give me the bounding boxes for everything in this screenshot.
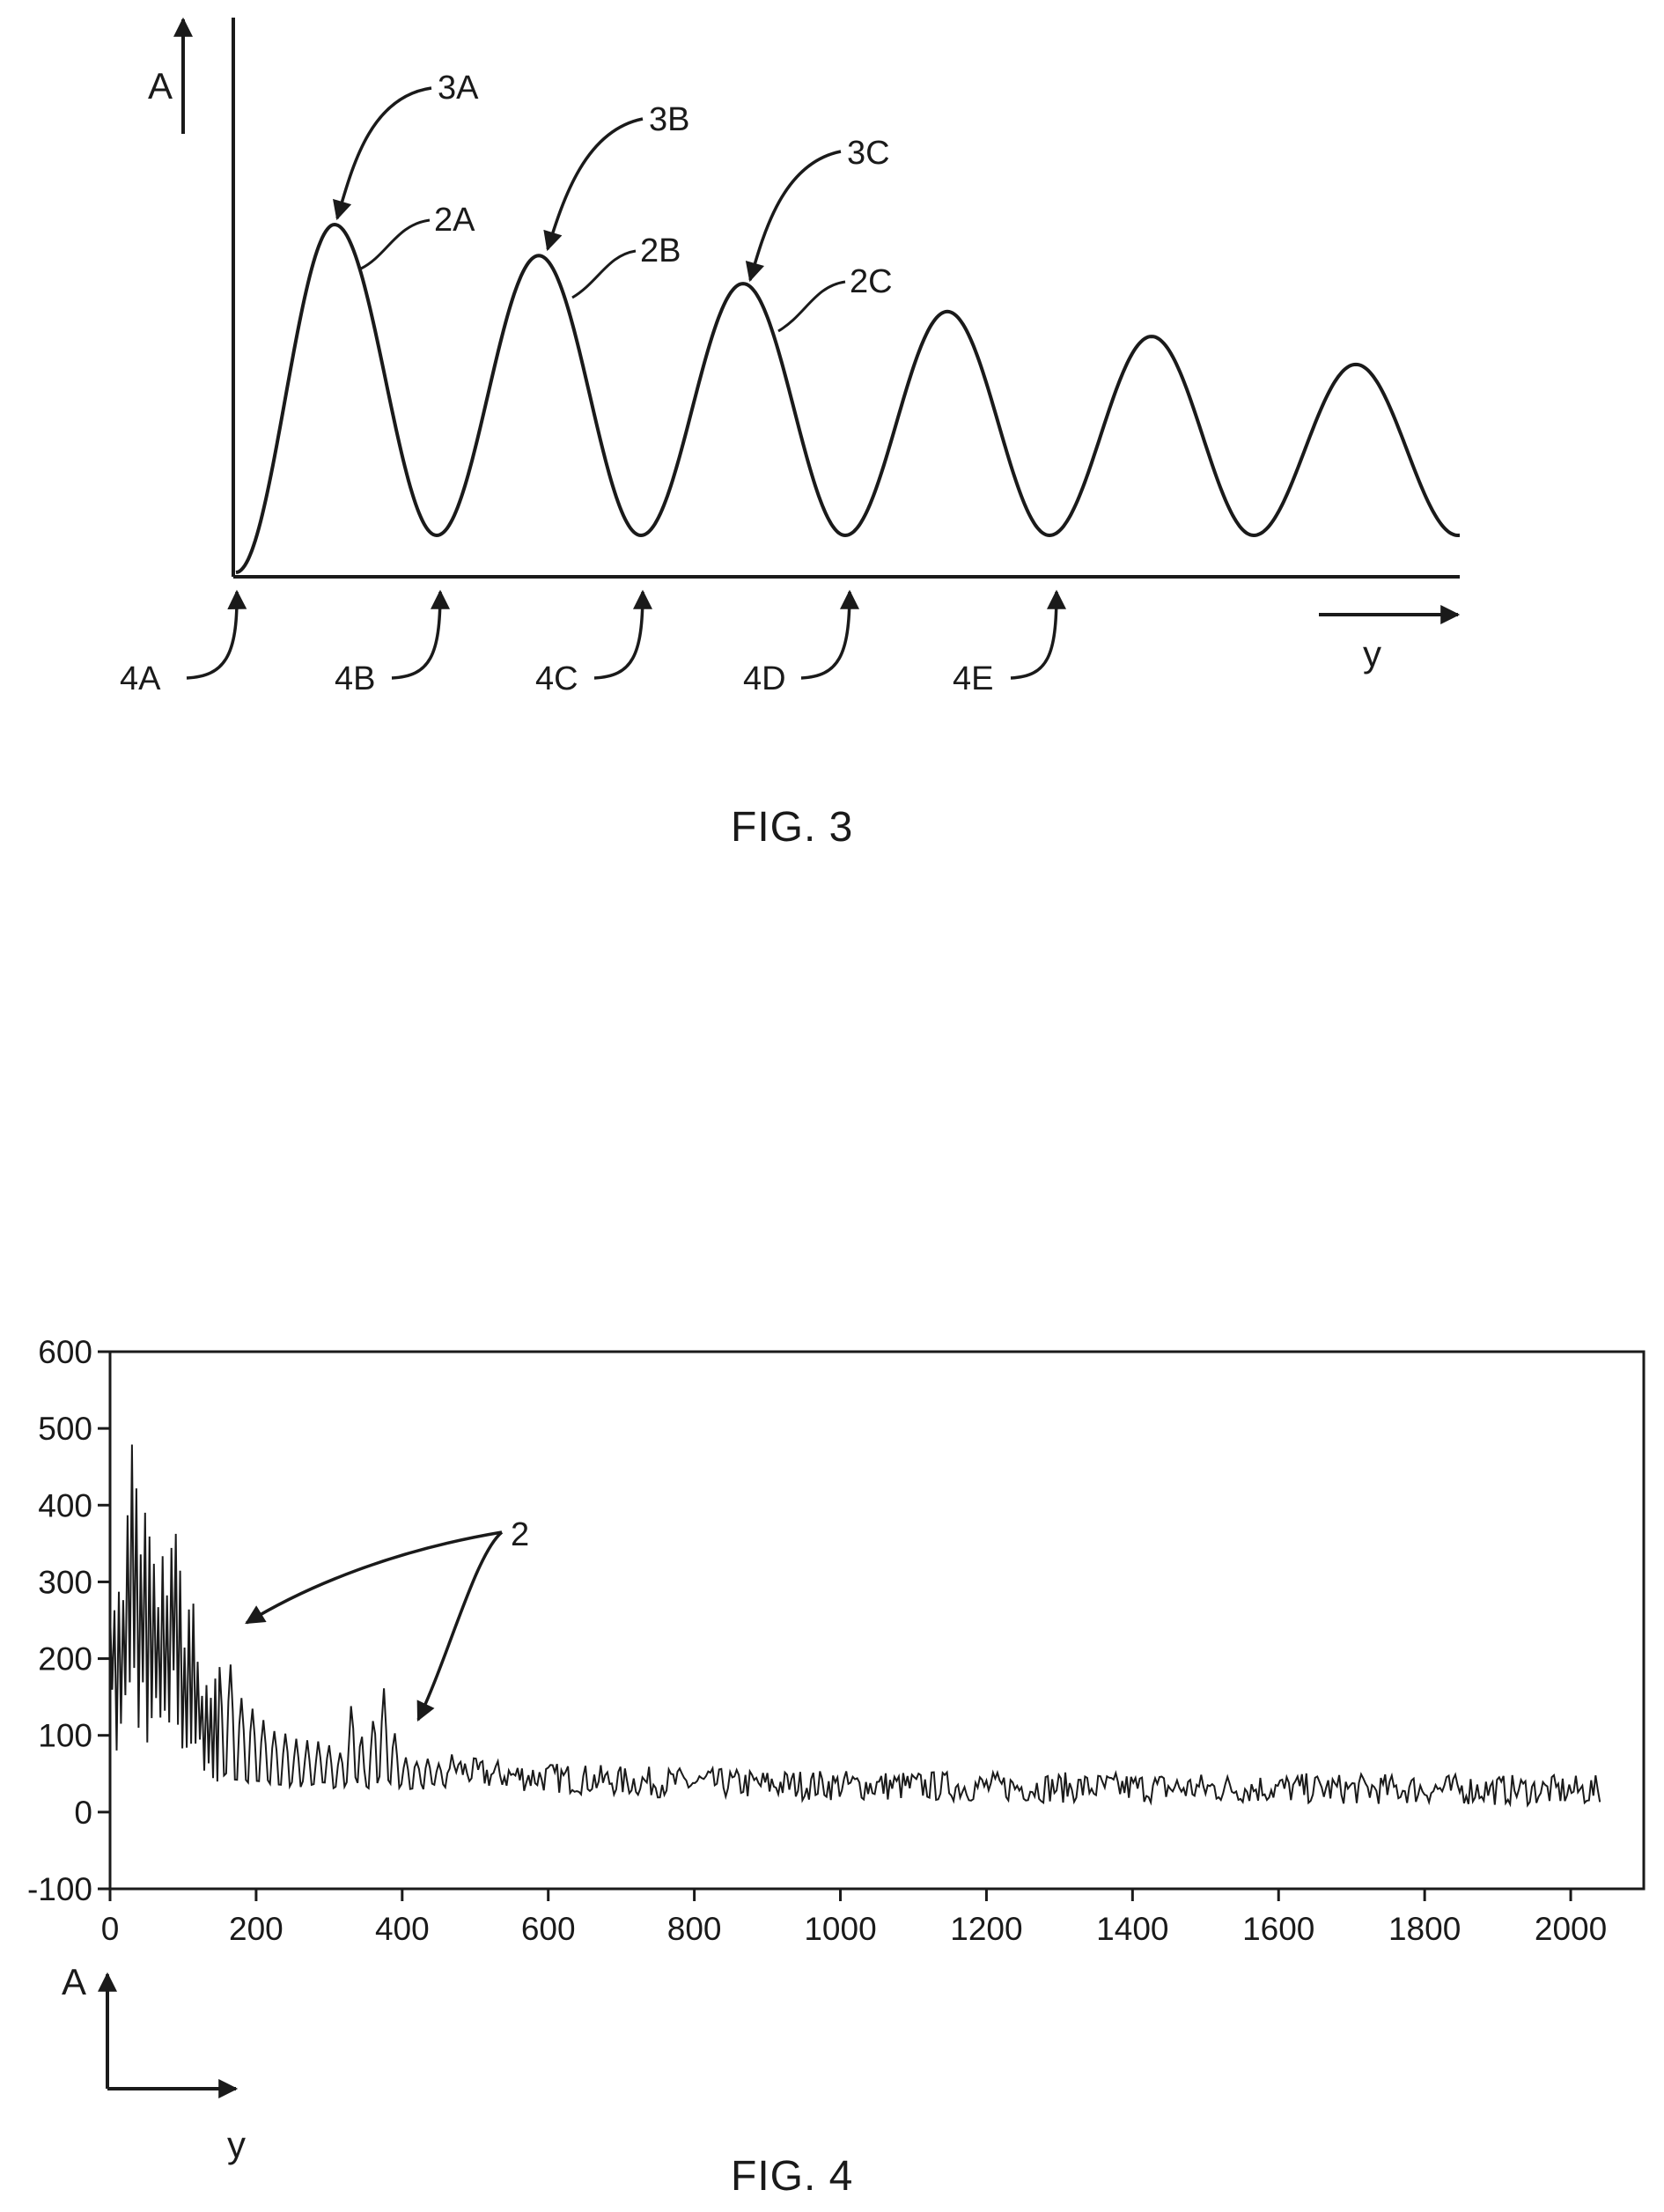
fig3-pointer-arrow-4d-icon bbox=[800, 589, 859, 680]
fig3-trough-label-4e: 4E bbox=[953, 660, 993, 697]
fig3-peak-label-2c: 2C bbox=[850, 263, 893, 300]
y-tick-label: 500 bbox=[38, 1411, 92, 1447]
x-tick-label: 1600 bbox=[1242, 1911, 1314, 1947]
fig4-plot-frame bbox=[108, 1350, 1646, 1891]
fig3-trough-label-4d: 4D bbox=[743, 660, 786, 697]
fig4-y-label: y bbox=[227, 2124, 246, 2165]
x-tick-label: 1000 bbox=[804, 1911, 876, 1947]
fig4-callout-label: 2 bbox=[511, 1516, 529, 1553]
fig4-y-ticks: -100 0 100 200 300 400 500 600 bbox=[27, 1334, 110, 1907]
fig3-leader-2a bbox=[360, 218, 431, 270]
fig3-pointer-arrow-4a-icon bbox=[186, 589, 247, 680]
fig3-peak-label-2a: 2A bbox=[434, 202, 475, 239]
y-tick-label: -100 bbox=[27, 1871, 92, 1907]
x-tick-label: 1800 bbox=[1388, 1911, 1461, 1947]
fig3-peak-label-2b: 2B bbox=[640, 232, 681, 269]
fig3-trough-label-4c: 4C bbox=[535, 660, 578, 697]
fig4-callout-arrow-right-icon bbox=[416, 1530, 504, 1722]
y-tick-label: 600 bbox=[38, 1334, 92, 1370]
fig3-oscillation-curve bbox=[235, 222, 1461, 574]
x-tick-label: 2000 bbox=[1535, 1911, 1607, 1947]
x-tick-label: 400 bbox=[375, 1911, 430, 1947]
x-tick-label: 1200 bbox=[950, 1911, 1022, 1947]
y-tick-label: 0 bbox=[74, 1795, 92, 1831]
x-tick-label: 1400 bbox=[1096, 1911, 1168, 1947]
fig3-arrow-label-3a: 3A bbox=[438, 70, 479, 107]
fig3-pointer-arrow-3c-icon bbox=[745, 150, 842, 283]
fig3-pointer-arrow-4e-icon bbox=[1010, 589, 1066, 680]
fig3-y-label: y bbox=[1363, 633, 1381, 675]
fig3-pointer-arrow-4c-icon bbox=[593, 589, 652, 680]
fig3-leader-2b bbox=[571, 249, 637, 299]
fig3-amplitude-label: A bbox=[148, 65, 173, 107]
fig3-arrow-label-3c: 3C bbox=[847, 135, 890, 172]
fig4-x-ticks: 0 200 400 600 800 1000 1200 1400 1600 1800 2000 bbox=[101, 1889, 1607, 1947]
fig4-callout-arrow-left-icon bbox=[245, 1530, 503, 1625]
fig3-trough-label-4b: 4B bbox=[335, 660, 375, 697]
x-tick-label: 0 bbox=[101, 1911, 120, 1947]
fig4-caption: FIG. 4 bbox=[731, 2153, 853, 2200]
x-tick-label: 200 bbox=[229, 1911, 283, 1947]
fig3-leader-2c bbox=[777, 280, 846, 333]
fig3-arrow-label-3b: 3B bbox=[649, 101, 689, 138]
y-tick-label: 100 bbox=[38, 1718, 92, 1754]
fig3-caption: FIG. 3 bbox=[731, 804, 853, 851]
y-tick-label: 300 bbox=[38, 1564, 92, 1600]
fig4-signal-line bbox=[109, 1444, 1601, 1808]
x-tick-label: 600 bbox=[521, 1911, 576, 1947]
y-tick-label: 200 bbox=[38, 1641, 92, 1677]
fig4-amplitude-label: A bbox=[62, 1961, 86, 2002]
fig3-pointer-arrow-4b-icon bbox=[391, 589, 450, 680]
x-tick-label: 800 bbox=[667, 1911, 722, 1947]
y-tick-label: 400 bbox=[38, 1487, 92, 1523]
figure-3: A y 2A 2B 2C 3A 3B 3C 4A 4B 4C 4D 4E FIG… bbox=[120, 17, 1461, 851]
fig3-trough-label-4a: 4A bbox=[120, 660, 161, 697]
fig3-pointer-arrow-3a-icon bbox=[333, 86, 432, 221]
fig3-pointer-arrow-3b-icon bbox=[543, 117, 644, 252]
